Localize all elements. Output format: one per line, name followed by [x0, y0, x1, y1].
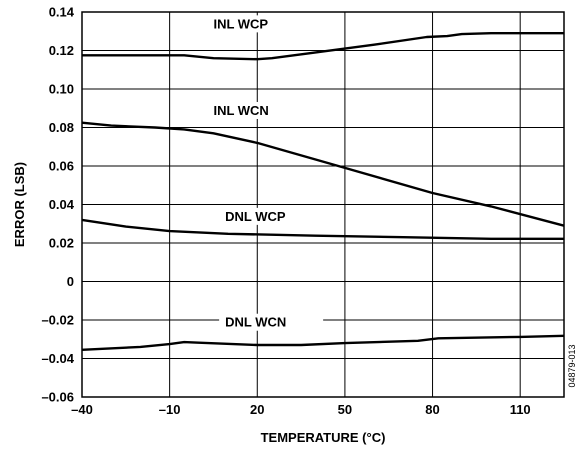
y-tick-label: –0.04 [41, 351, 74, 366]
x-tick-label: –40 [71, 402, 93, 417]
grid-lines [82, 12, 564, 397]
y-tick-label: –0.02 [41, 313, 74, 328]
y-tick-label: –0.06 [41, 390, 74, 405]
y-tick-label: 0.12 [49, 43, 74, 58]
x-tick-label: 20 [250, 402, 264, 417]
x-tick-label: 110 [510, 402, 531, 417]
y-tick-label: 0.14 [49, 5, 75, 20]
y-tick-label: 0 [67, 274, 74, 289]
series-label-dnl-wcp: DNL WCP [225, 209, 286, 224]
y-tick-label: 0.02 [49, 236, 74, 251]
series-label-dnl-wcn: DNL WCN [225, 315, 286, 330]
x-tick-label: 50 [338, 402, 352, 417]
x-tick-label: –10 [159, 402, 181, 417]
x-axis-title: TEMPERATURE (°C) [261, 430, 386, 445]
y-axis-title: ERROR (LSB) [12, 162, 27, 247]
y-tick-label: 0.04 [49, 197, 75, 212]
y-tick-label: 0.06 [49, 159, 74, 174]
y-tick-label: 0.08 [49, 120, 74, 135]
y-tick-label: 0.10 [49, 82, 74, 97]
x-tick-labels: –40 –10 20 50 80 110 [71, 402, 531, 417]
series-label-inl-wcn: INL WCN [213, 103, 268, 118]
series-line-dnl-wcn [82, 336, 564, 350]
series-labels: INL WCP INL WCN DNL WCP DNL WCN [207, 15, 323, 330]
series-line-inl-wcp [82, 33, 564, 59]
series-label-inl-wcp: INL WCP [213, 16, 268, 31]
x-tick-label: 80 [425, 402, 439, 417]
y-tick-labels: –0.06 –0.04 –0.02 0 0.02 0.04 0.06 0.08 0.10 0.12… [41, 5, 74, 405]
series-lines [82, 33, 564, 350]
figure-id: 04879-013 [567, 344, 577, 387]
